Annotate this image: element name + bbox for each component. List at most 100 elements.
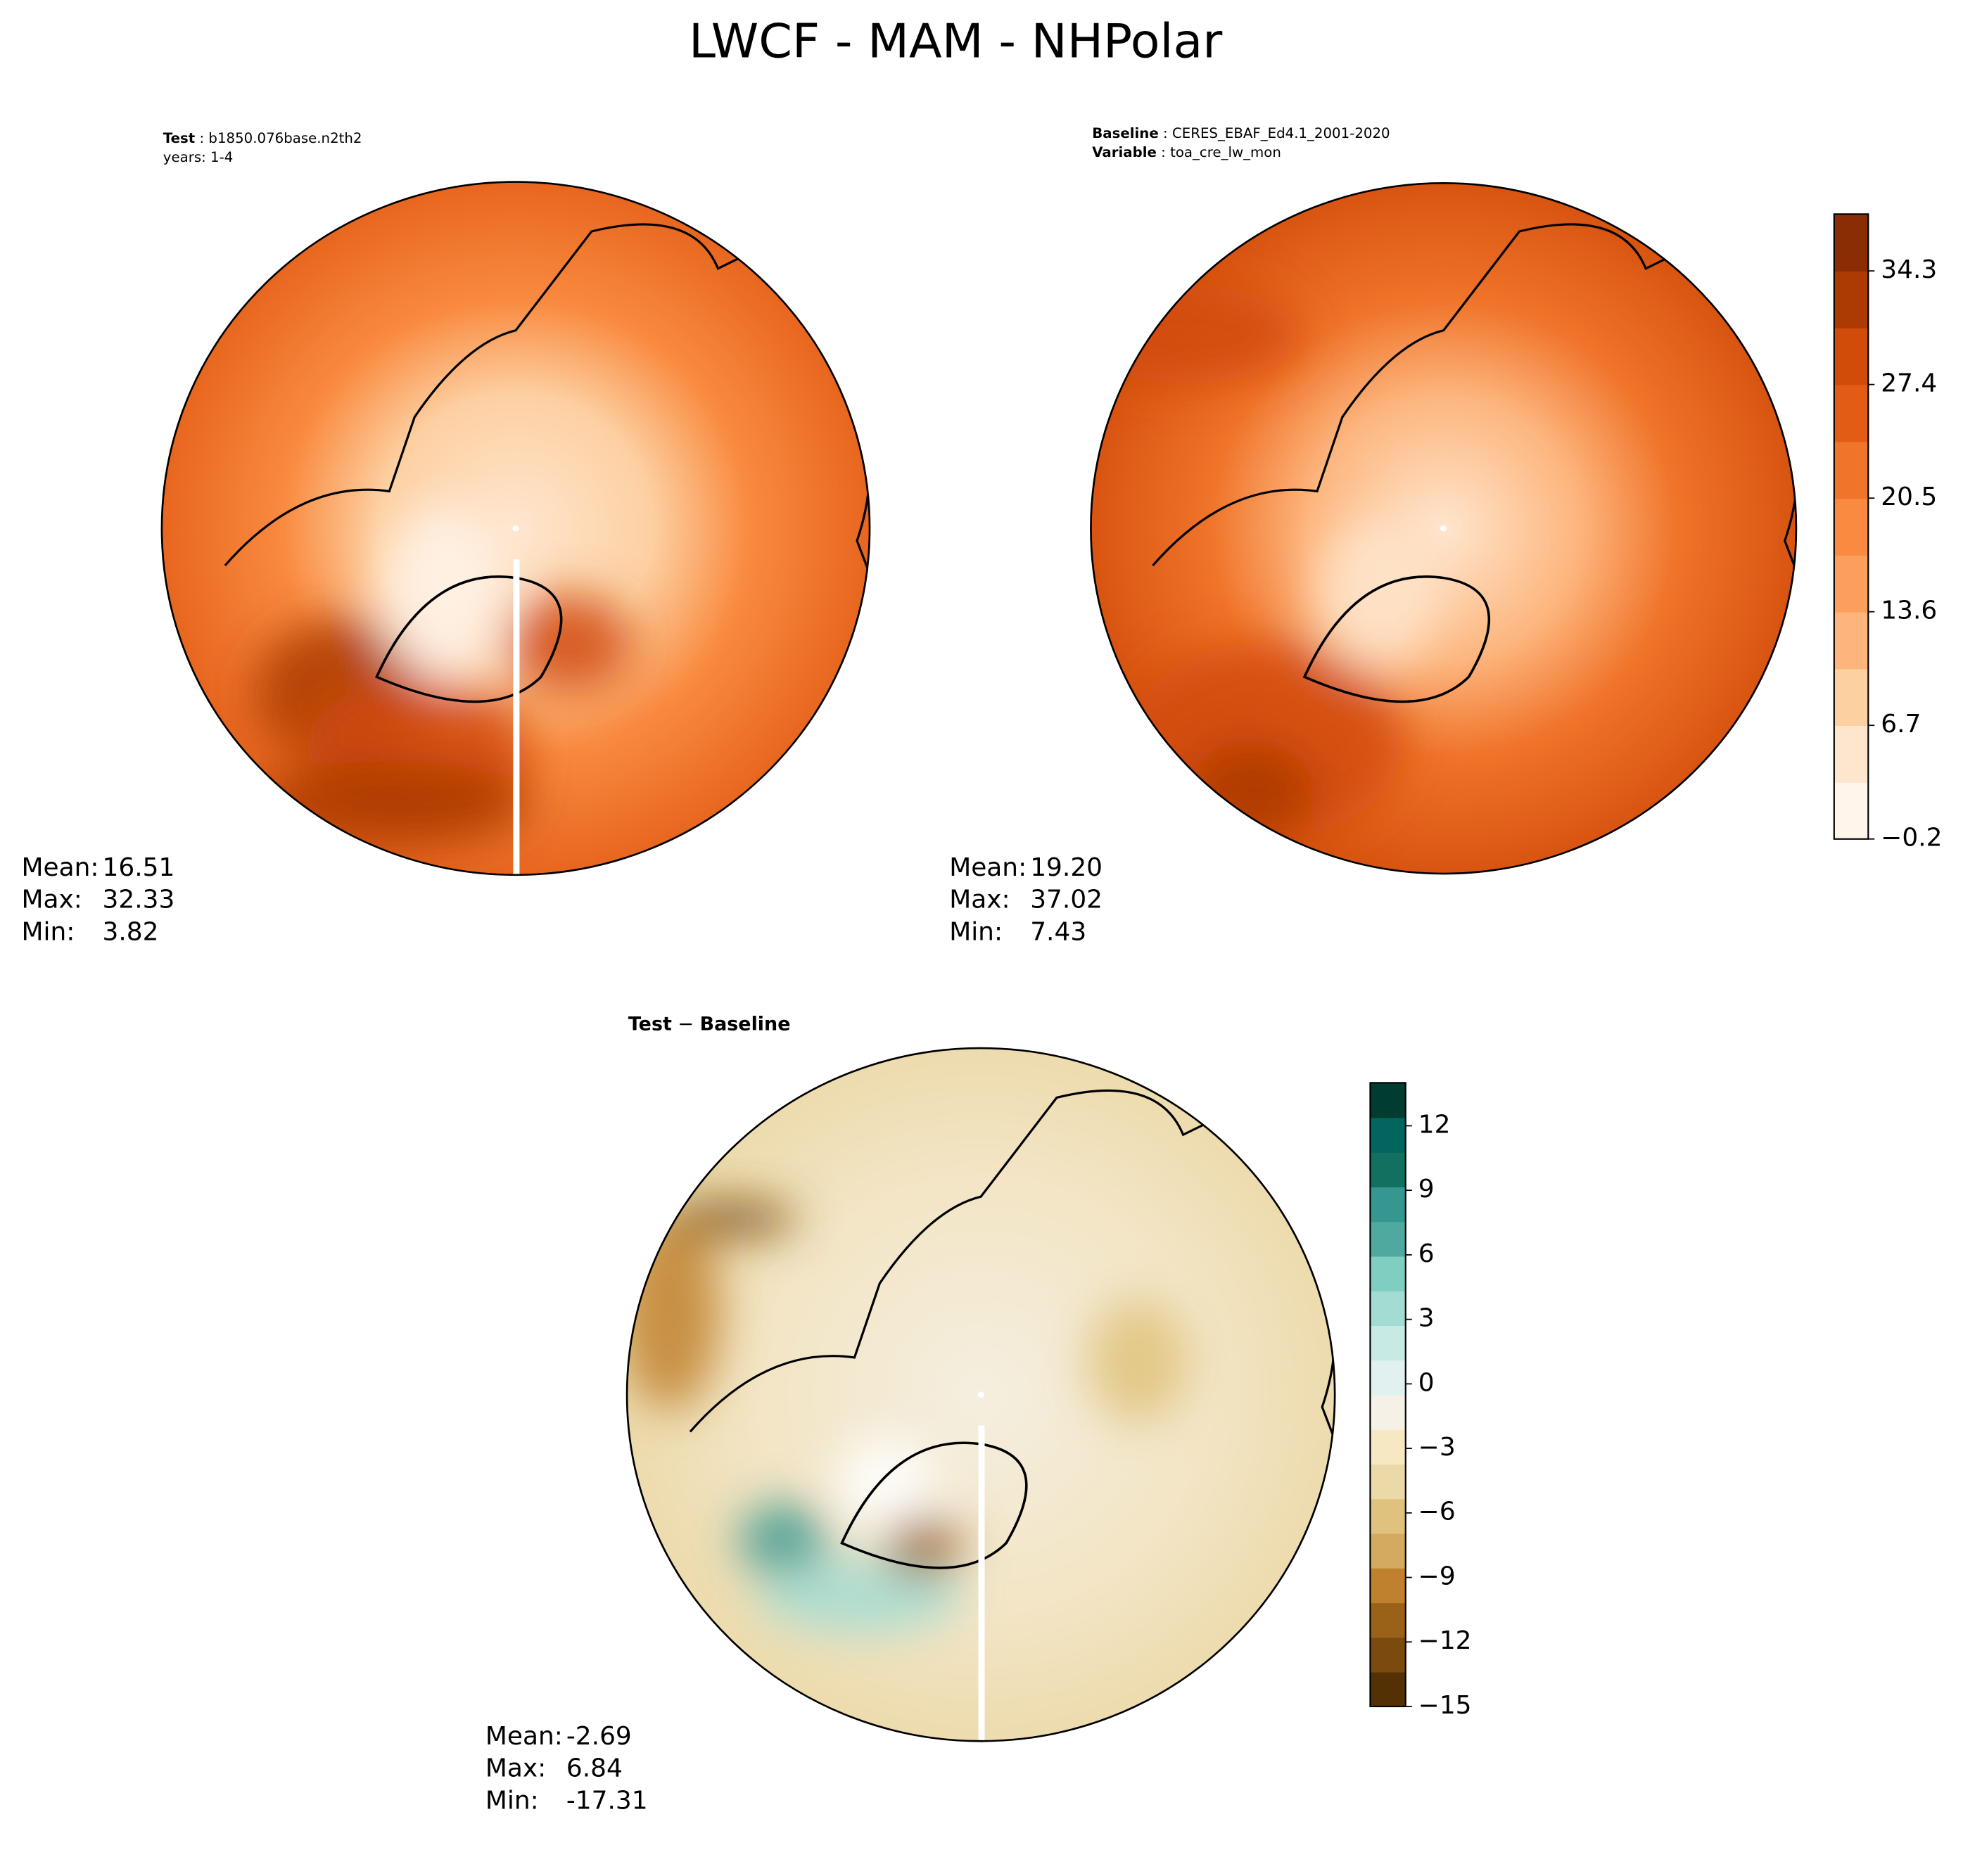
subtitle-part: Test	[628, 1013, 672, 1035]
subtitle-part: years: 1-4	[163, 149, 234, 165]
stat-label: Min:	[485, 1787, 539, 1816]
stat-label: Min:	[22, 918, 75, 947]
colorbar-band	[1834, 498, 1869, 556]
colorbar-band	[1370, 1117, 1406, 1153]
colorbar-tick-label: −3	[1418, 1433, 1456, 1462]
colorbar-tick-label: 3	[1418, 1304, 1435, 1333]
figure-title: LWCF - MAM - NHPolar	[689, 13, 1223, 68]
colorbar-tick-label: 34.3	[1881, 255, 1937, 284]
map-pole	[512, 525, 519, 532]
map-feature	[505, 594, 633, 694]
subtitle-part: : b1850.076base.n2th2	[195, 130, 362, 146]
colorbar-band	[1370, 1637, 1406, 1673]
stat-value: 32.33	[103, 886, 175, 914]
colorbar-band	[1370, 1221, 1406, 1257]
colorbar-band	[1370, 1151, 1406, 1187]
colorbar-band	[1834, 554, 1869, 613]
colorbar-band	[1834, 441, 1869, 499]
colorbar-band	[1834, 611, 1869, 670]
stat-label: Max:	[485, 1754, 546, 1783]
map-feature	[1087, 1299, 1188, 1424]
colorbar-band	[1834, 725, 1869, 783]
coastline	[840, 1441, 1028, 1569]
map-panel: Test − Baseline Mean: -2.69 Max: 6.84 Min: -17…	[485, 1013, 1336, 1816]
map-feature	[253, 760, 531, 848]
map-feature	[758, 1559, 961, 1634]
colorbar-tick-label: −12	[1418, 1626, 1472, 1655]
colorbar-band	[1834, 214, 1869, 272]
map-feature	[739, 1503, 828, 1578]
map-feature	[884, 1516, 961, 1578]
stat-label: Max:	[949, 886, 1010, 914]
coastline	[1302, 575, 1491, 703]
stat-label: Mean:	[22, 853, 99, 882]
stat-value: 7.43	[1030, 918, 1086, 947]
map-boundary	[625, 1047, 1336, 1742]
colorbar-band	[1370, 1464, 1406, 1500]
map-field	[161, 181, 870, 875]
colorbar-band	[1370, 1256, 1406, 1291]
subtitle-part: Baseline	[700, 1013, 791, 1035]
stat-value: -17.31	[566, 1787, 648, 1816]
colorbar-band	[1370, 1602, 1406, 1638]
colorbar-band	[1370, 1325, 1406, 1361]
panel-subtitle: years: 1-4	[163, 149, 234, 165]
subtitle-part: Test	[163, 130, 195, 146]
colorbar-tick-label: 12	[1418, 1111, 1451, 1140]
colorbar-band	[1370, 1671, 1406, 1707]
subtitle-part: : CERES_EBAF_Ed4.1_2001-2020	[1159, 125, 1390, 141]
colorbar-band	[1370, 1429, 1406, 1465]
map-feature	[627, 1213, 721, 1411]
colorbar-frame	[1833, 213, 1869, 840]
colorbar-tick-label: 27.4	[1881, 369, 1937, 398]
stat-label: Mean:	[949, 853, 1027, 882]
colorbar-band	[1370, 1083, 1406, 1118]
subtitle-part: Baseline	[1092, 125, 1159, 141]
colorbar-band	[1370, 1360, 1406, 1396]
map-feature	[1188, 742, 1315, 842]
map-pole	[1440, 525, 1447, 532]
map-feature	[670, 1200, 796, 1238]
colorbar-tick-label: −6	[1418, 1498, 1456, 1526]
colorbar-tick-label: 13.6	[1881, 596, 1937, 625]
colorbar-tick-label: 20.5	[1881, 483, 1937, 511]
colorbar-tick-label: −0.2	[1881, 824, 1942, 853]
colorbar-tick-label: 6	[1418, 1239, 1435, 1268]
colorbar-band	[1370, 1187, 1406, 1223]
colorbar-tick-label: 9	[1418, 1175, 1435, 1204]
map-boundary	[160, 181, 871, 876]
map-seam	[978, 1425, 985, 1742]
panel-subtitle: Test : b1850.076base.n2th2	[163, 130, 362, 146]
colorbar-band	[1370, 1394, 1406, 1430]
subtitle-part: Variable	[1092, 144, 1157, 160]
stat-value: 6.84	[566, 1754, 623, 1783]
stat-label: Mean:	[485, 1722, 563, 1751]
map-pole	[977, 1391, 984, 1398]
colorbar: −15 −12 −9 −6 −3 0 3 6 9 12	[1369, 1082, 1472, 1720]
panel-subtitle: Variable : toa_cre_lw_mon	[1092, 144, 1281, 160]
subtitle-part: −	[672, 1013, 700, 1035]
colorbar-band	[1370, 1498, 1406, 1534]
map-feature	[1091, 284, 1302, 384]
subtitle-part: : toa_cre_lw_mon	[1157, 144, 1281, 160]
colorbar-band	[1834, 781, 1869, 840]
colorbar-band	[1370, 1290, 1406, 1327]
colorbar-band	[1834, 384, 1869, 442]
map-features	[253, 507, 633, 848]
colorbar-tick-label: 6.7	[1881, 710, 1921, 739]
map-field	[627, 1048, 1335, 1742]
colorbar-band	[1834, 668, 1869, 727]
map-seam	[513, 559, 520, 875]
stat-value: 37.02	[1030, 886, 1103, 914]
map-panel: Baseline : CERES_EBAF_Ed4.1_2001-2020Var…	[949, 125, 1798, 947]
stat-label: Min:	[949, 918, 1003, 947]
colorbar-band	[1834, 271, 1869, 328]
colorbar-tick-label: −15	[1418, 1691, 1472, 1720]
panel-subtitle: Baseline : CERES_EBAF_Ed4.1_2001-2020	[1092, 125, 1390, 141]
stat-value: 19.20	[1030, 853, 1103, 882]
colorbar-band	[1370, 1567, 1406, 1604]
colorbar-tick-label: −9	[1418, 1562, 1456, 1591]
stat-value: 3.82	[103, 918, 159, 947]
colorbar-frame	[1369, 1082, 1406, 1708]
